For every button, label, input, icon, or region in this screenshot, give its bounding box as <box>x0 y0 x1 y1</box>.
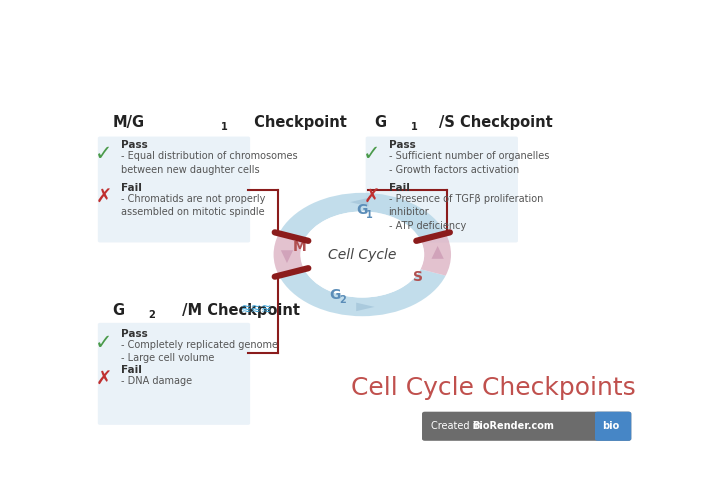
FancyBboxPatch shape <box>98 323 250 425</box>
Text: Pass: Pass <box>389 140 415 150</box>
Text: Fail: Fail <box>121 183 142 193</box>
Wedge shape <box>274 233 304 276</box>
FancyBboxPatch shape <box>422 412 631 441</box>
Text: ✓: ✓ <box>94 333 112 353</box>
Text: 2: 2 <box>148 310 156 321</box>
FancyBboxPatch shape <box>366 137 518 242</box>
Text: G: G <box>330 288 341 302</box>
Text: - Completely replicated genome
- Large cell volume: - Completely replicated genome - Large c… <box>121 340 278 363</box>
Text: G: G <box>374 115 387 130</box>
Text: ✓: ✓ <box>94 144 112 164</box>
Polygon shape <box>281 250 293 263</box>
Text: ✗: ✗ <box>95 370 112 389</box>
Polygon shape <box>431 246 444 259</box>
Text: 1: 1 <box>366 210 373 220</box>
Text: M/G: M/G <box>112 115 145 130</box>
Text: Fail: Fail <box>389 183 410 193</box>
Text: Pass: Pass <box>121 329 148 339</box>
Text: Cell Cycle: Cell Cycle <box>328 247 397 262</box>
FancyBboxPatch shape <box>595 412 631 441</box>
Circle shape <box>302 212 423 297</box>
Wedge shape <box>279 193 446 240</box>
Text: - Equal distribution of chromosomes
between new daughter cells: - Equal distribution of chromosomes betw… <box>121 151 297 174</box>
Text: G: G <box>112 303 125 319</box>
FancyBboxPatch shape <box>98 137 250 242</box>
Text: ✗: ✗ <box>95 187 112 207</box>
Polygon shape <box>356 302 374 311</box>
Text: ✗: ✗ <box>364 187 380 207</box>
Text: Created in: Created in <box>431 421 485 431</box>
Text: Pass: Pass <box>121 140 148 150</box>
Text: BioRender.com: BioRender.com <box>472 421 554 431</box>
Text: ≋≋≋: ≋≋≋ <box>240 303 272 316</box>
Wedge shape <box>279 269 446 316</box>
Text: G: G <box>356 203 368 217</box>
Polygon shape <box>350 198 369 207</box>
Text: bio: bio <box>602 421 619 431</box>
Text: Checkpoint: Checkpoint <box>249 115 347 130</box>
Text: - DNA damage: - DNA damage <box>121 376 192 386</box>
Text: Cell Cycle Checkpoints: Cell Cycle Checkpoints <box>351 376 635 400</box>
Text: - Chromatids are not properly
assembled on mitotic spindle: - Chromatids are not properly assembled … <box>121 194 265 217</box>
Text: M: M <box>292 240 306 254</box>
Text: /S Checkpoint: /S Checkpoint <box>439 115 553 130</box>
Text: /M Checkpoint: /M Checkpoint <box>177 303 300 319</box>
Text: S: S <box>413 270 423 284</box>
Text: 2: 2 <box>339 294 346 304</box>
Text: - Presence of TGFβ proliferation
inhibitor
- ATP deficiency: - Presence of TGFβ proliferation inhibit… <box>389 194 543 231</box>
Text: 1: 1 <box>221 122 228 132</box>
Wedge shape <box>420 233 451 276</box>
Text: ✓: ✓ <box>363 144 381 164</box>
Text: 1: 1 <box>411 122 418 132</box>
Text: Fail: Fail <box>121 365 142 375</box>
Text: - Sufficient number of organelles
- Growth factors activation: - Sufficient number of organelles - Grow… <box>389 151 549 174</box>
